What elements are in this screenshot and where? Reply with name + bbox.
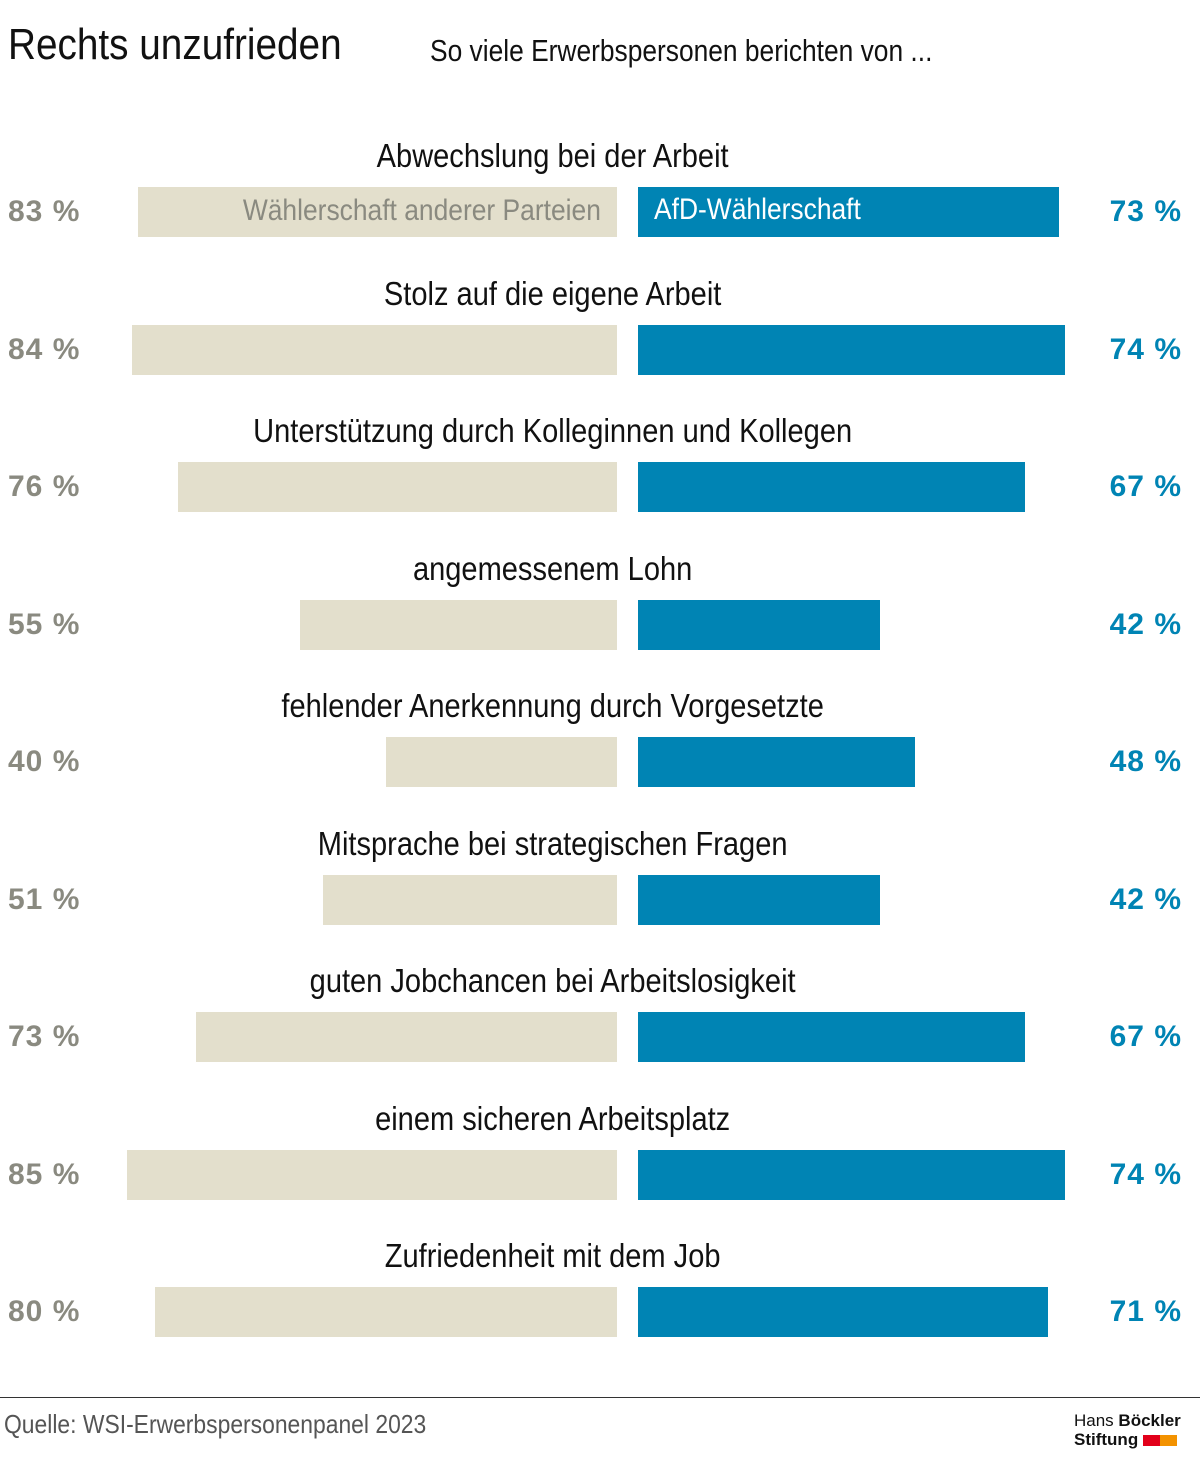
footer-divider — [0, 1397, 1200, 1398]
bar-afd — [638, 737, 915, 787]
value-label-afd: 73 % — [1109, 195, 1182, 228]
chart-title: Rechts unzufrieden — [8, 20, 342, 69]
logo-text: Hans — [1074, 1411, 1114, 1430]
category-label: Abwechslung bei der Arbeit — [376, 137, 729, 174]
bar-others — [155, 1287, 617, 1337]
value-label-others: 83 % — [8, 195, 81, 228]
logo-red-square — [1142, 1435, 1160, 1447]
logo-text: Stiftung — [1074, 1430, 1139, 1449]
category-label: Mitsprache bei strategischen Fragen — [317, 824, 788, 862]
bar-others — [138, 187, 617, 237]
hans-boeckler-stiftung-logo: Hans Böckler Stiftung — [1074, 1411, 1181, 1449]
legend-afd: AfD-Wählerschaft — [654, 193, 861, 226]
category-label: Zufriedenheit mit dem Job — [384, 1237, 721, 1274]
value-label-afd: 67 % — [1109, 1020, 1182, 1053]
bar-afd — [638, 324, 1065, 375]
bar-others — [178, 462, 617, 512]
value-label-others: 85 % — [8, 1157, 81, 1191]
bar-others — [322, 874, 617, 925]
value-label-others: 84 % — [8, 332, 81, 366]
category-label: Stolz auf die eigene Arbeit — [383, 274, 722, 312]
logo-orange-square — [1159, 1435, 1177, 1447]
category-label: einem sicheren Arbeitsplatz — [375, 1099, 731, 1137]
value-label-others: 51 % — [8, 882, 81, 916]
value-label-others: 55 % — [8, 607, 81, 641]
value-label-afd: 42 % — [1109, 882, 1182, 916]
category-label: Unterstützung durch Kolleginnen und Koll… — [253, 412, 853, 449]
bar-afd — [638, 462, 1025, 512]
value-label-afd: 48 % — [1109, 745, 1182, 778]
bar-others — [126, 1149, 617, 1200]
category-label: fehlender Anerkennung durch Vorgesetzte — [281, 687, 824, 724]
value-label-others: 76 % — [8, 470, 81, 503]
legend-others: Wählerschaft anderer Parteien — [242, 194, 601, 227]
bar-others — [195, 1012, 617, 1062]
value-label-afd: 74 % — [1109, 332, 1182, 366]
logo-text: Böckler — [1118, 1411, 1181, 1430]
value-label-afd: 67 % — [1109, 470, 1182, 503]
bar-others — [299, 599, 617, 650]
bar-afd — [638, 1012, 1025, 1062]
bar-afd — [638, 874, 881, 925]
value-label-afd: 74 % — [1109, 1157, 1182, 1191]
category-label: angemessenem Lohn — [412, 549, 693, 587]
value-label-afd: 71 % — [1109, 1295, 1182, 1328]
source-note: Quelle: WSI-Erwerbspersonenpanel 2023 — [4, 1409, 427, 1439]
value-label-others: 73 % — [8, 1020, 81, 1053]
value-label-others: 80 % — [8, 1295, 81, 1328]
value-label-others: 40 % — [8, 745, 81, 778]
category-label: guten Jobchancen bei Arbeitslosigkeit — [309, 962, 796, 999]
chart-subtitle: So viele Erwerbspersonen berichten von .… — [430, 33, 933, 68]
bar-afd — [638, 1149, 1065, 1200]
bar-others — [132, 324, 617, 375]
bar-afd — [638, 187, 1060, 237]
bar-others — [386, 737, 617, 787]
value-label-afd: 42 % — [1109, 607, 1182, 641]
bar-afd — [638, 1287, 1048, 1337]
bar-afd — [638, 599, 881, 650]
